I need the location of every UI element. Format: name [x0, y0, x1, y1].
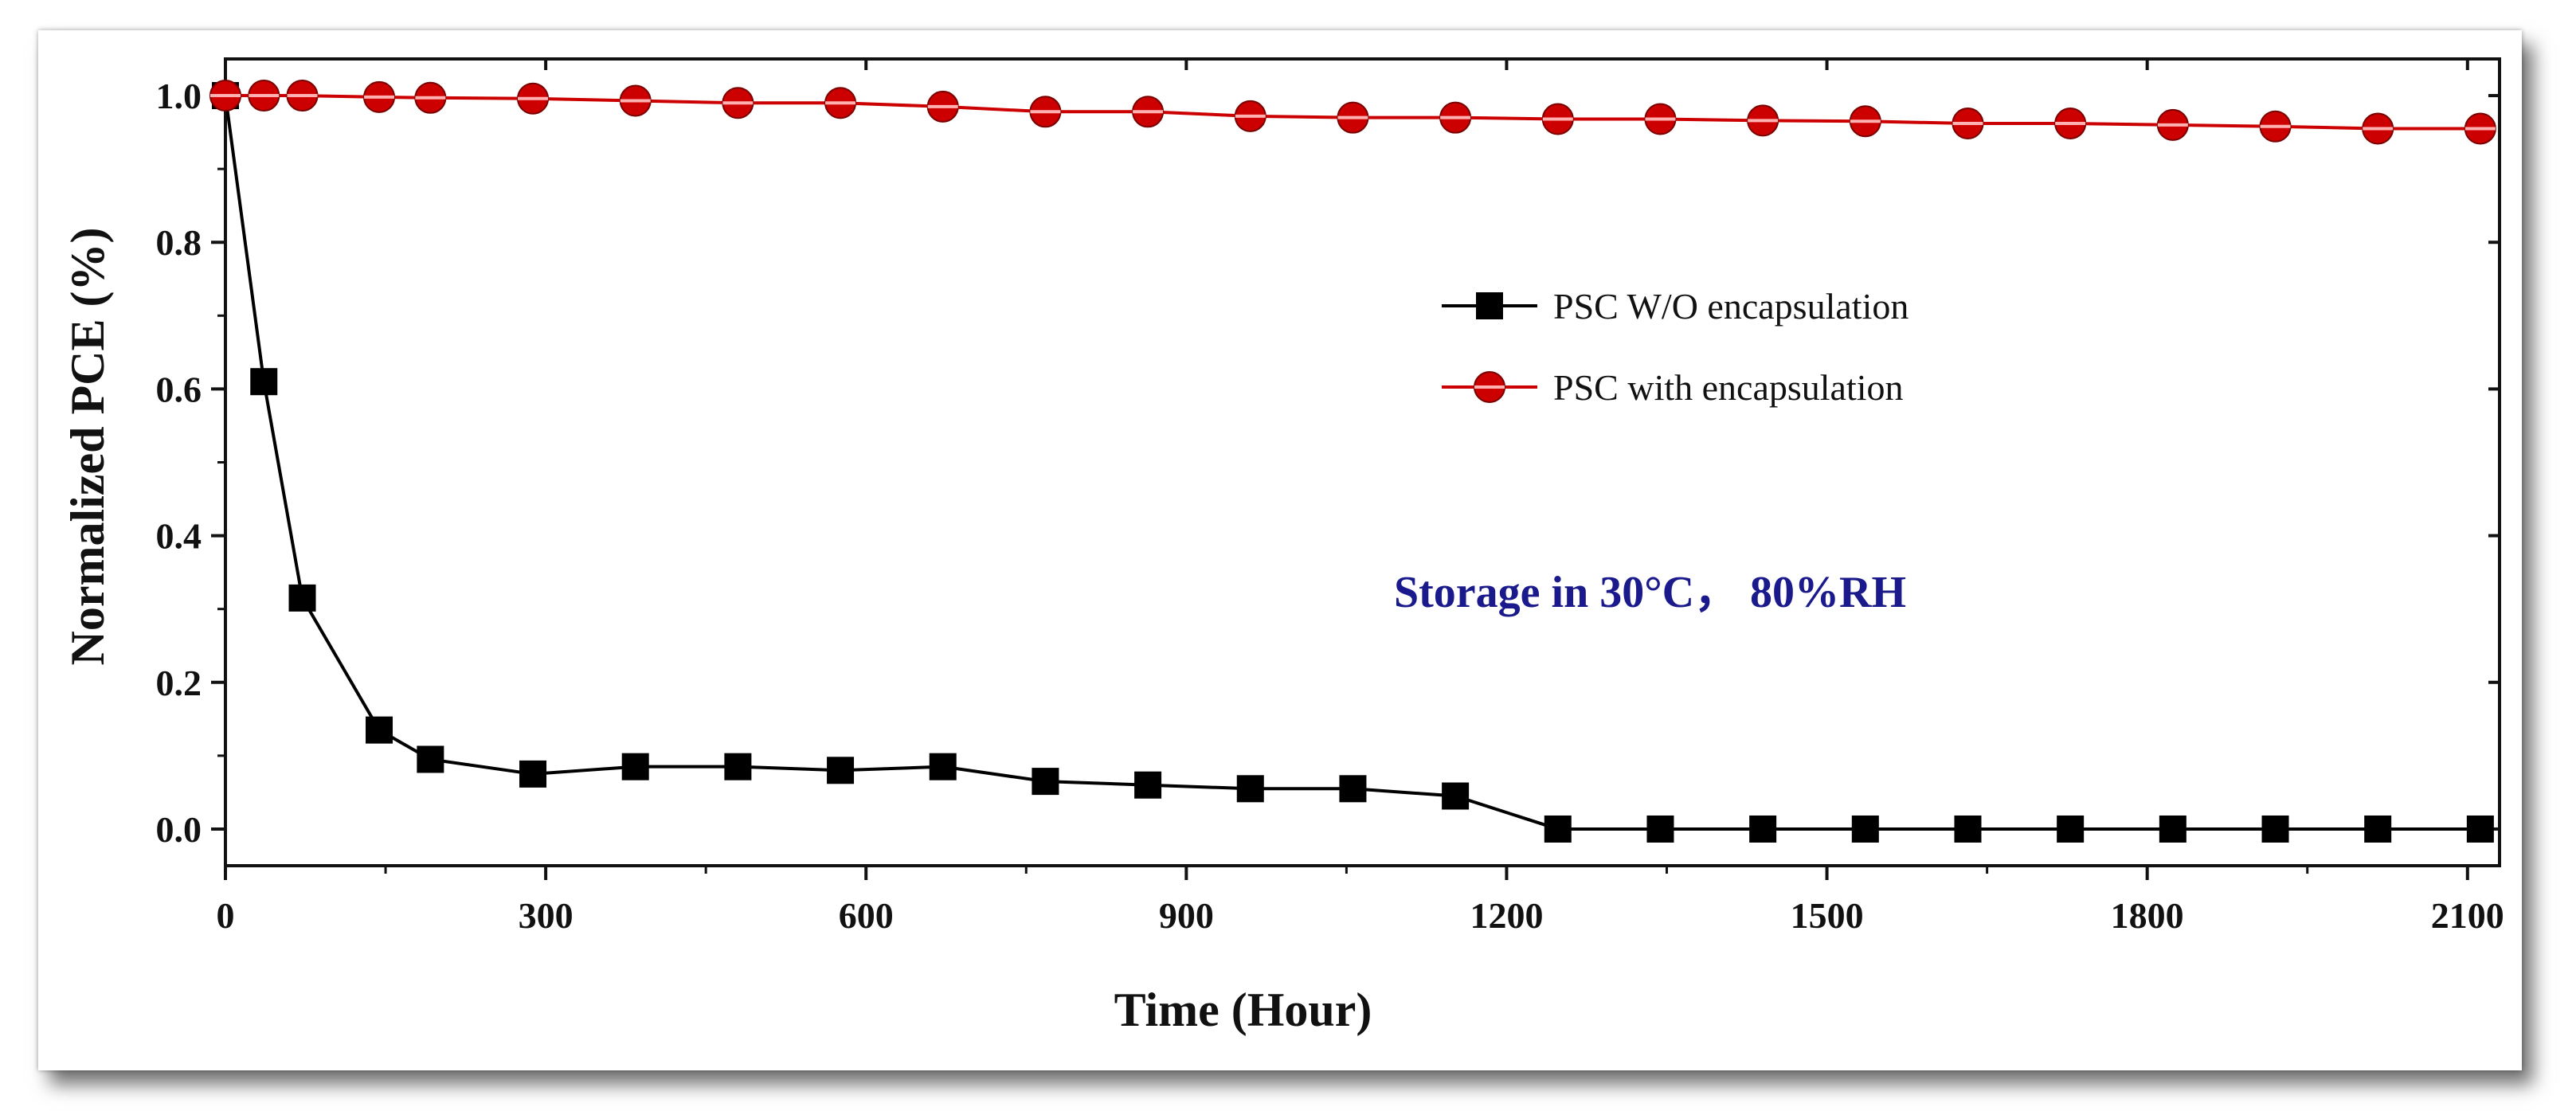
x-axis-title: Time (Hour) — [1114, 984, 1372, 1036]
y-axis-title: Normalized PCE (%) — [61, 228, 114, 666]
data-point-square — [1134, 771, 1162, 799]
data-point-square — [417, 745, 444, 773]
x-tick-label: 1800 — [2111, 895, 2184, 936]
data-point-circle — [824, 87, 857, 119]
data-point-square — [1236, 775, 1264, 803]
y-tick-label: 0.6 — [156, 369, 202, 409]
data-point-square — [1032, 768, 1059, 796]
data-point-square — [1749, 815, 1777, 843]
data-point-circle — [1952, 108, 1984, 140]
data-point-square — [2159, 815, 2186, 843]
data-point-circle — [1849, 105, 1881, 138]
series-line-0 — [224, 95, 2480, 831]
x-tick-label: 300 — [519, 895, 574, 936]
data-point-circle — [1337, 101, 1369, 134]
data-point-square — [1954, 815, 1982, 843]
data-point-circle — [1439, 101, 1472, 134]
data-point-square — [2261, 815, 2289, 843]
data-point-circle — [2362, 112, 2394, 145]
legend-label-1: PSC with encapsulation — [1553, 367, 1904, 408]
x-tick-label: 2100 — [2431, 895, 2504, 936]
y-tick-label: 1.0 — [156, 76, 202, 116]
data-point-circle — [209, 80, 241, 112]
data-point-circle — [2259, 110, 2292, 143]
x-tick-label: 900 — [1159, 895, 1214, 936]
plot-frame — [224, 57, 2501, 867]
data-point-square — [1646, 815, 1674, 843]
data-point-circle — [2054, 108, 2087, 140]
data-point-circle — [414, 81, 447, 114]
data-point-square — [2057, 815, 2085, 843]
data-point-circle — [1029, 96, 1062, 128]
data-point-square — [366, 716, 393, 744]
data-point-circle — [248, 80, 280, 112]
chart-card — [38, 30, 2522, 1070]
data-point-circle — [619, 84, 652, 117]
data-point-square — [1851, 815, 1879, 843]
storage-conditions-annotation: Storage in 30°C， 80%RH — [1394, 568, 1906, 617]
y-tick-label: 0.8 — [156, 222, 202, 263]
data-point-circle — [926, 90, 959, 123]
data-point-circle — [722, 87, 754, 119]
x-tick-label: 0 — [217, 895, 235, 936]
data-point-square — [2364, 815, 2392, 843]
data-point-square — [1339, 775, 1367, 803]
data-point-square — [1442, 782, 1470, 810]
data-point-square — [1544, 815, 1572, 843]
data-point-circle — [363, 80, 396, 113]
data-point-circle — [286, 80, 319, 112]
y-tick-label: 0.0 — [156, 809, 202, 850]
data-point-circle — [1132, 96, 1165, 128]
data-point-square — [621, 753, 649, 780]
data-point-square — [2466, 815, 2494, 843]
data-point-square — [724, 753, 752, 780]
data-point-square — [288, 584, 316, 612]
data-point-square — [827, 757, 855, 784]
data-point-square — [250, 368, 278, 396]
data-point-circle — [2464, 112, 2496, 145]
y-tick-label: 0.2 — [156, 663, 202, 703]
x-tick-label: 1500 — [1791, 895, 1864, 936]
x-tick-label: 1200 — [1470, 895, 1543, 936]
data-point-circle — [517, 82, 550, 115]
legend-marker-square — [1476, 292, 1503, 319]
data-point-circle — [1234, 100, 1266, 132]
x-tick-label: 600 — [839, 895, 894, 936]
y-tick-label: 0.4 — [156, 516, 202, 557]
data-point-circle — [2156, 108, 2189, 141]
data-point-square — [519, 760, 547, 788]
data-point-circle — [1644, 103, 1677, 135]
data-point-circle — [1541, 103, 1574, 135]
legend-label-0: PSC W/O encapsulation — [1553, 286, 1909, 327]
data-point-circle — [1747, 104, 1779, 137]
data-point-square — [929, 753, 957, 780]
